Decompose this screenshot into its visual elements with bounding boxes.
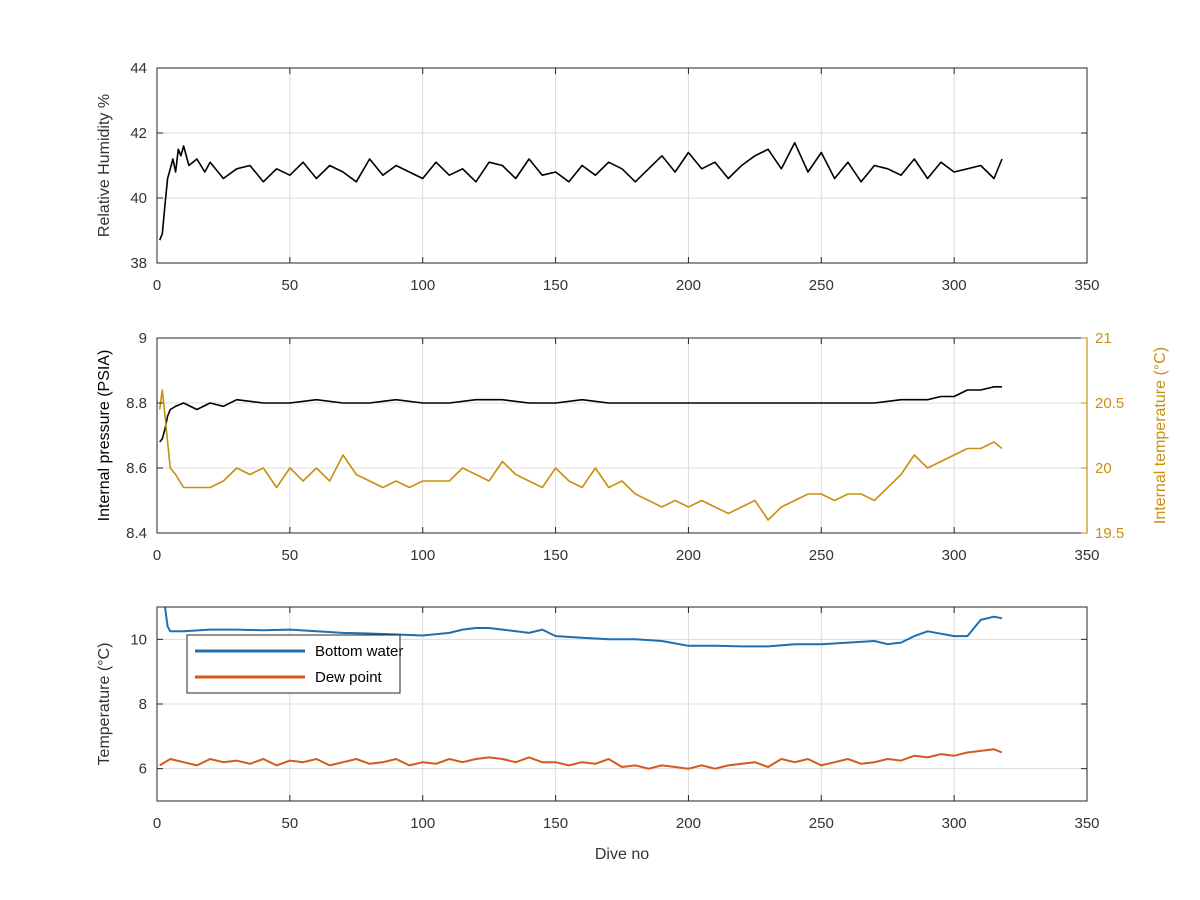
- x-tick-label: 150: [543, 815, 568, 832]
- x-tick-label: 100: [410, 277, 435, 294]
- y-axis-label-right: Internal temperature (°C): [1152, 347, 1169, 524]
- y-tick-label: 8.8: [126, 395, 147, 412]
- x-tick-label: 200: [676, 547, 701, 564]
- legend-box: [186, 634, 401, 694]
- y-tick-label-right: 20: [1095, 460, 1112, 477]
- panel-1: 0 50 100 150 200 250 300 350 38 40 42 44 Relative Hu…: [96, 60, 1100, 294]
- legend: Bottom water Dew point: [186, 634, 403, 694]
- x-tick-label: 0: [153, 277, 161, 294]
- y-tick-label-right: 19.5: [1095, 525, 1124, 542]
- y-tick-label: 8.6: [126, 460, 147, 477]
- y-tick-label: 9: [139, 330, 147, 347]
- x-tick-label: 350: [1074, 815, 1099, 832]
- x-tick-label: 150: [543, 547, 568, 564]
- x-tick-label: 200: [676, 277, 701, 294]
- x-tick-label: 250: [809, 277, 834, 294]
- x-tick-label: 300: [942, 815, 967, 832]
- y-tick-label: 8.4: [126, 525, 147, 542]
- y-tick-label: 44: [130, 60, 147, 77]
- y-tick-label: 38: [130, 255, 147, 272]
- x-tick-label: 100: [410, 815, 435, 832]
- series-line-2-1: [159, 385, 1002, 443]
- x-tick-label: 0: [153, 815, 161, 832]
- x-axis-label: Dive no: [595, 846, 649, 863]
- x-tick-label: 50: [282, 277, 299, 294]
- axes-box: [156, 67, 1088, 264]
- x-tick-label: 250: [809, 547, 834, 564]
- panel-3: 0 50 100 150 200 250 300 350 6 8 10 Temperature (°C…: [96, 606, 1100, 863]
- x-tick-label: 350: [1074, 547, 1099, 564]
- series-line-3-1: [164, 607, 1003, 648]
- y-axis-label: Relative Humidity %: [96, 94, 113, 237]
- series-line-1-1: [158, 141, 1003, 241]
- series-line-3-2: [159, 748, 1003, 770]
- y-tick-label: 40: [130, 190, 147, 207]
- x-tick-label: 350: [1074, 277, 1099, 294]
- series-line-2-2: [158, 389, 1003, 521]
- y-tick-label-right: 21: [1095, 330, 1112, 347]
- x-tick-label: 100: [410, 547, 435, 564]
- y-tick-label: 6: [139, 761, 147, 778]
- x-tick-label: 300: [942, 277, 967, 294]
- x-tick-label: 50: [282, 815, 299, 832]
- y-tick-label: 42: [130, 125, 147, 142]
- y-tick-label-right: 20.5: [1095, 395, 1124, 412]
- x-tick-label: 0: [153, 547, 161, 564]
- y-axis-label: Internal pressure (PSIA): [96, 350, 113, 522]
- panel-2: 0 50 100 150 200 250 300 350 8.4 8.6 8.8 9 19.5 20 20.…: [96, 330, 1169, 564]
- y-tick-label: 10: [130, 631, 147, 648]
- y-axis-label: Temperature (°C): [96, 643, 113, 766]
- legend-label: Dew point: [315, 669, 383, 686]
- axes-box: [156, 337, 1088, 534]
- x-tick-label: 300: [942, 547, 967, 564]
- x-tick-label: 200: [676, 815, 701, 832]
- x-tick-label: 250: [809, 815, 834, 832]
- x-tick-label: 150: [543, 277, 568, 294]
- y-tick-label: 8: [139, 696, 147, 713]
- legend-label: Bottom water: [315, 643, 403, 660]
- x-tick-label: 50: [282, 547, 299, 564]
